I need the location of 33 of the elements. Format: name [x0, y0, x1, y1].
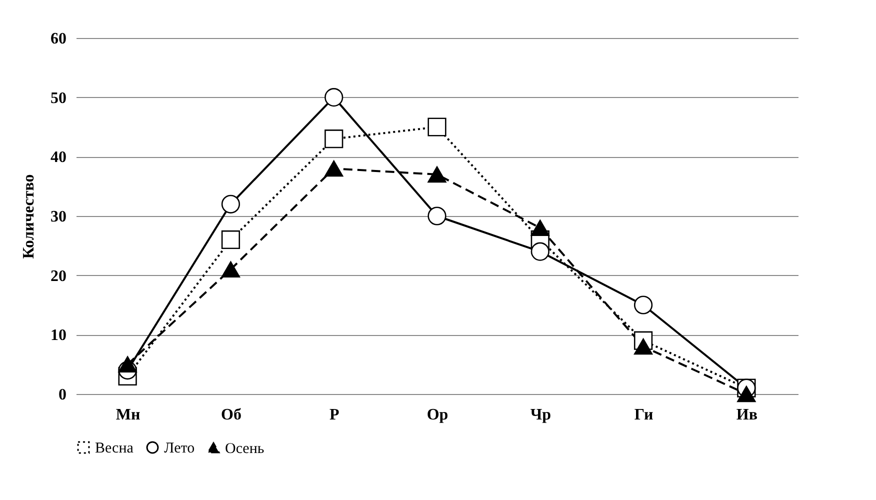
point — [634, 296, 653, 314]
x-tick-label: Ги — [634, 406, 654, 424]
point — [737, 386, 756, 402]
point — [324, 88, 344, 107]
x-tick-label: Р — [329, 406, 340, 424]
x-tick-label: Чр — [530, 406, 552, 424]
x-tick-label: Ив — [736, 406, 758, 424]
point — [221, 194, 240, 214]
point — [428, 118, 446, 136]
y-tick-label: 50 — [50, 90, 66, 107]
y-tick-label: 10 — [50, 327, 66, 344]
y-tick-label: 30 — [50, 208, 66, 226]
point — [428, 206, 446, 226]
x-tick-label: Об — [220, 406, 242, 424]
point — [530, 242, 550, 261]
x-tick-label: Мн — [116, 406, 140, 424]
point — [428, 166, 446, 183]
point — [530, 220, 550, 236]
legend-label: Осень — [225, 440, 264, 457]
legend-label: Лето — [164, 440, 195, 457]
point — [634, 338, 653, 355]
y-axis-title: Количество — [20, 174, 38, 259]
y-tick-label: 60 — [50, 30, 66, 48]
point — [324, 160, 344, 177]
point — [324, 130, 344, 148]
y-tick-label: 40 — [50, 149, 66, 166]
x-tick-label: Ор — [426, 406, 448, 424]
y-tick-label: 20 — [50, 268, 66, 285]
point — [118, 356, 137, 372]
legend-label: Весна — [95, 440, 134, 457]
point — [221, 230, 240, 250]
y-tick-label: 0 — [58, 386, 66, 404]
point — [221, 261, 240, 278]
